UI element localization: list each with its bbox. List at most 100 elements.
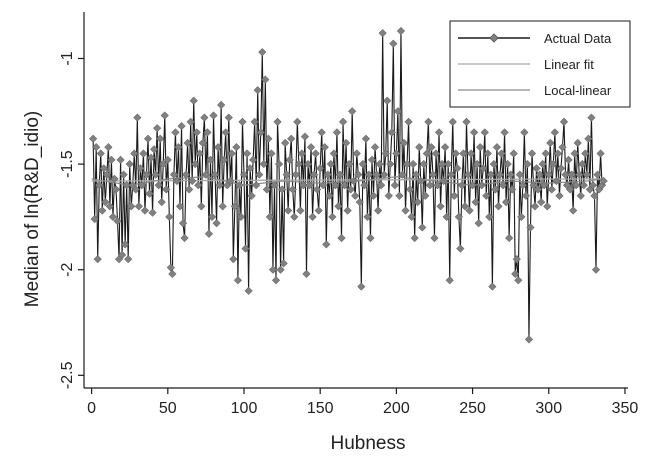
data-point (139, 149, 148, 158)
data-point (322, 240, 331, 249)
data-point (543, 202, 552, 211)
data-point (546, 138, 555, 148)
data-point (210, 170, 220, 179)
data-point (198, 138, 208, 148)
data-point (308, 212, 317, 222)
data-point (407, 212, 416, 222)
data-point (105, 202, 115, 211)
data-point (442, 212, 451, 222)
data-point (503, 159, 512, 169)
data-point (489, 159, 499, 169)
data-point (165, 212, 174, 222)
data-point (544, 170, 553, 179)
data-point (387, 128, 396, 137)
data-point (498, 181, 508, 190)
data-point (504, 233, 514, 243)
legend-entry-local-linear: Local-linear (458, 83, 612, 98)
data-point (317, 128, 326, 137)
data-point (332, 128, 342, 137)
data-point (229, 254, 238, 264)
data-point (588, 181, 598, 190)
data-point (107, 155, 116, 165)
data-point (436, 202, 445, 211)
data-point (201, 170, 211, 179)
data-point (108, 212, 118, 222)
data-point (364, 170, 374, 179)
data-point (517, 212, 526, 222)
data-point (486, 170, 496, 179)
data-point (171, 128, 180, 137)
data-point (116, 155, 125, 165)
y-axis-label: Median of ln(R&D_idio) (22, 111, 43, 307)
data-point (183, 138, 192, 148)
data-point (355, 197, 364, 207)
data-point (221, 128, 230, 137)
data-point (575, 170, 584, 179)
data-point (92, 143, 101, 152)
data-point (576, 191, 585, 200)
data-point (306, 143, 316, 152)
data-point (392, 149, 401, 158)
series-layer (88, 26, 608, 344)
data-point (523, 159, 532, 169)
data-point (265, 212, 275, 222)
data-point (376, 181, 386, 190)
data-point (248, 155, 258, 165)
data-point (130, 149, 139, 158)
data-point (564, 155, 573, 165)
data-point (271, 276, 281, 285)
data-point (514, 276, 523, 285)
data-point (480, 128, 489, 137)
data-point (137, 181, 147, 190)
data-point (373, 206, 383, 215)
data-point (320, 143, 329, 152)
data-point (521, 191, 531, 200)
data-point (553, 149, 563, 158)
data-point (291, 170, 300, 179)
data-point (515, 170, 524, 179)
data-point (218, 202, 227, 211)
data-point (131, 185, 140, 194)
data-point (124, 254, 133, 264)
data-point (596, 149, 605, 158)
data-point (189, 96, 198, 105)
data-point (261, 75, 270, 84)
data-point (88, 134, 98, 143)
data-point (197, 202, 206, 211)
data-point (299, 181, 308, 190)
data-point (230, 202, 240, 211)
data-point (549, 159, 558, 169)
data-point (415, 143, 424, 152)
data-point (340, 181, 349, 190)
data-point (268, 265, 278, 274)
data-point (98, 206, 107, 215)
data-point (192, 128, 201, 137)
data-point (430, 233, 439, 243)
legend-entry-actual-data: Actual Data (458, 31, 612, 46)
data-point (273, 117, 282, 126)
data-point (149, 145, 159, 154)
data-point (151, 170, 160, 179)
data-point (378, 28, 387, 38)
data-point (309, 170, 319, 179)
data-point (276, 265, 285, 274)
data-point (157, 197, 166, 207)
data-point (302, 269, 311, 279)
data-point (495, 170, 505, 179)
data-point (194, 181, 203, 190)
data-point (244, 286, 253, 295)
data-point (142, 170, 151, 179)
data-point (572, 181, 581, 190)
x-tick-label: 350 (612, 400, 639, 417)
data-point (472, 159, 482, 169)
data-point (386, 159, 395, 169)
data-point (448, 117, 457, 126)
data-point (536, 197, 546, 207)
data-point (547, 185, 556, 194)
data-point (434, 128, 444, 137)
data-point (172, 176, 182, 186)
data-point (444, 159, 453, 169)
data-point (439, 176, 448, 186)
x-tick-label: 300 (535, 400, 562, 417)
y-axis-ticks: -2.5 -2 -1.5 -1 (59, 51, 84, 389)
